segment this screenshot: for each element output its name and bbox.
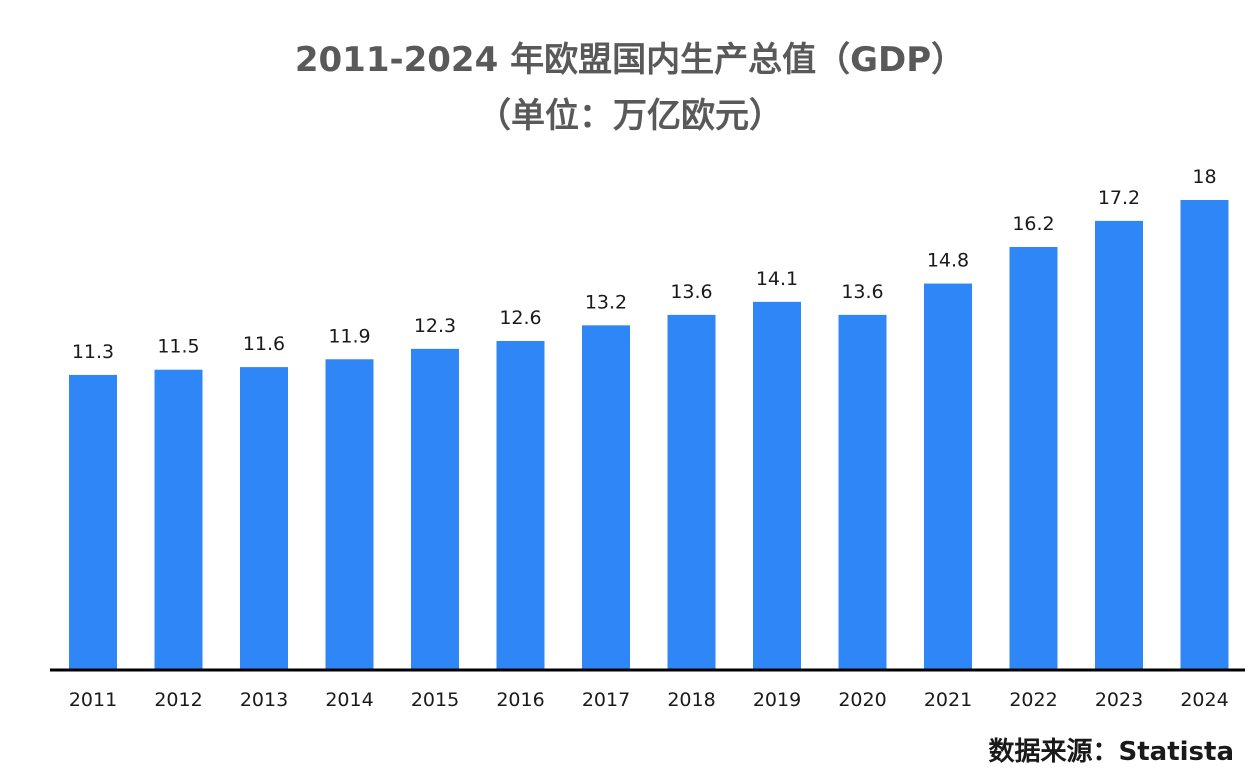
x-tick-label-2017: 2017 bbox=[582, 689, 630, 711]
value-labels-group: 11.3 11.5 11.6 11.9 12.3 12.6 13.2 13.6 14.1 13.6… bbox=[72, 166, 1217, 363]
value-label-2021: 14.8 bbox=[927, 250, 969, 272]
chart-title: 2011-2024 年欧盟国内生产总值（GDP） bbox=[294, 40, 966, 80]
bar-2022 bbox=[1009, 247, 1058, 670]
bar-chart: 11.3 11.5 11.6 11.9 12.3 12.6 13.2 13.6 14.1 13.6… bbox=[50, 166, 1245, 711]
bar-2021 bbox=[924, 283, 972, 670]
bar-2020 bbox=[838, 314, 887, 670]
value-label-2019: 14.1 bbox=[756, 268, 798, 290]
value-label-2023: 17.2 bbox=[1098, 187, 1140, 209]
bar-2011 bbox=[69, 374, 117, 670]
x-tick-label-2018: 2018 bbox=[667, 689, 715, 711]
value-label-2016: 12.6 bbox=[499, 307, 541, 329]
x-tick-label-2019: 2019 bbox=[753, 689, 801, 711]
x-tick-label-2024: 2024 bbox=[1180, 689, 1228, 711]
x-tick-label-2021: 2021 bbox=[924, 689, 972, 711]
value-label-2022: 16.2 bbox=[1012, 213, 1054, 235]
x-tick-label-2014: 2014 bbox=[325, 689, 373, 711]
x-tick-labels-group: 2011 2012 2013 2014 2015 2016 2017 2018 2019 2020… bbox=[69, 689, 1229, 711]
value-label-2020: 13.6 bbox=[841, 281, 883, 303]
bar-2019 bbox=[753, 301, 801, 670]
bar-2018 bbox=[667, 314, 716, 670]
x-tick-label-2020: 2020 bbox=[838, 689, 886, 711]
x-tick-label-2012: 2012 bbox=[154, 689, 202, 711]
value-label-2013: 11.6 bbox=[243, 333, 285, 355]
x-tick-label-2013: 2013 bbox=[240, 689, 288, 711]
value-label-2015: 12.3 bbox=[414, 315, 456, 337]
value-label-2014: 11.9 bbox=[328, 325, 370, 347]
chart-subtitle: （单位：万亿欧元） bbox=[477, 96, 783, 136]
value-label-2024: 18 bbox=[1192, 166, 1216, 188]
x-tick-label-2022: 2022 bbox=[1009, 689, 1057, 711]
value-label-2017: 13.2 bbox=[585, 291, 627, 313]
bar-2013 bbox=[240, 367, 288, 670]
x-tick-label-2015: 2015 bbox=[411, 689, 459, 711]
bar-2023 bbox=[1095, 220, 1143, 670]
bar-2014 bbox=[325, 359, 374, 670]
bar-2024 bbox=[1180, 200, 1229, 670]
x-tick-label-2016: 2016 bbox=[496, 689, 544, 711]
bar-2015 bbox=[411, 348, 459, 670]
bar-2016 bbox=[496, 341, 545, 670]
value-label-2011: 11.3 bbox=[72, 341, 114, 363]
bars-group bbox=[69, 200, 1229, 670]
data-source: 数据来源：Statista bbox=[988, 737, 1235, 767]
bar-2012 bbox=[154, 369, 203, 670]
x-tick-label-2023: 2023 bbox=[1095, 689, 1143, 711]
bar-2017 bbox=[582, 325, 630, 670]
x-tick-label-2011: 2011 bbox=[69, 689, 117, 711]
value-label-2012: 11.5 bbox=[157, 336, 199, 358]
value-label-2018: 13.6 bbox=[670, 281, 712, 303]
